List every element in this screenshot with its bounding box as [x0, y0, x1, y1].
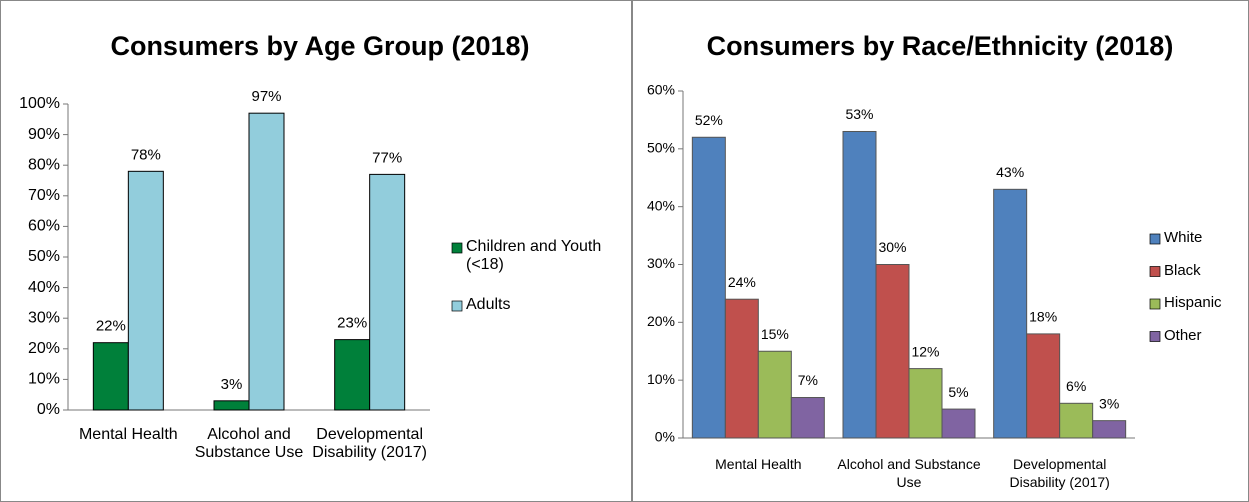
- legend-label: Black: [1164, 261, 1201, 279]
- bar: [248, 112, 285, 411]
- y-tick-label: 30%: [647, 255, 675, 271]
- y-tick-label: 40%: [28, 279, 60, 296]
- x-tick-label: Mental Health: [715, 456, 802, 472]
- data-label: 22%: [96, 318, 126, 335]
- legend-swatch: [1149, 266, 1161, 277]
- data-label: 77%: [372, 149, 402, 166]
- y-tick-label: 0%: [37, 401, 60, 418]
- bar: [92, 342, 129, 411]
- x-tick-label: Developmental Disability (2017): [312, 426, 428, 461]
- bar: [842, 130, 877, 439]
- data-label: 23%: [337, 315, 367, 332]
- x-tick-label: Alcohol and Substance Use: [194, 426, 304, 461]
- y-tick-label: 40%: [647, 197, 675, 213]
- bar: [993, 188, 1028, 439]
- data-label: 24%: [728, 274, 756, 290]
- bar: [213, 400, 250, 411]
- y-tick-label: 60%: [28, 218, 60, 235]
- data-label: 12%: [911, 343, 939, 359]
- bar: [1026, 333, 1061, 439]
- data-label: 5%: [948, 384, 968, 400]
- data-label: 18%: [1029, 309, 1057, 325]
- y-tick-label: 80%: [28, 156, 60, 173]
- legend-label: Adults: [466, 296, 511, 313]
- y-tick-label: 50%: [647, 140, 675, 156]
- bar: [941, 408, 976, 439]
- bar: [790, 397, 825, 439]
- data-label: 52%: [695, 112, 723, 128]
- data-label: 15%: [761, 326, 789, 342]
- y-tick-label: 70%: [28, 187, 60, 204]
- data-label: 3%: [1099, 395, 1119, 411]
- legend-label: Hispanic: [1164, 294, 1222, 311]
- chart-title: Consumers by Race/Ethnicity (2018): [707, 31, 1174, 61]
- y-tick-label: 20%: [28, 340, 60, 357]
- legend-swatch: [451, 242, 463, 254]
- y-tick-label: 50%: [28, 248, 60, 265]
- legend-label: Other: [1164, 326, 1202, 344]
- data-label: 78%: [131, 146, 161, 163]
- bar: [1059, 402, 1094, 439]
- x-tick-label: Developmental Disability (2017): [1009, 456, 1110, 490]
- legend-label: Children and Youth (<18): [466, 238, 602, 273]
- legend-swatch: [1149, 233, 1161, 245]
- y-tick-label: 10%: [647, 371, 675, 387]
- data-label: 7%: [798, 372, 818, 388]
- data-label: 6%: [1066, 378, 1086, 394]
- legend-swatch: [1149, 298, 1161, 310]
- bar: [691, 136, 726, 439]
- x-tick-label: Alcohol and Substance Use: [837, 456, 981, 490]
- y-tick-label: 60%: [647, 82, 675, 98]
- bar: [1092, 420, 1127, 439]
- y-tick-label: 30%: [28, 309, 60, 326]
- data-label: 97%: [251, 88, 281, 105]
- bar: [724, 298, 759, 439]
- y-tick-label: 100%: [19, 95, 60, 112]
- legend-swatch: [1149, 331, 1161, 342]
- data-label: 30%: [878, 239, 906, 255]
- y-tick-label: 20%: [647, 313, 675, 329]
- bar: [757, 350, 792, 439]
- legend-swatch: [451, 300, 463, 312]
- x-tick-label: Mental Health: [78, 426, 178, 443]
- bar: [334, 339, 371, 411]
- y-tick-label: 90%: [28, 126, 60, 143]
- bar: [875, 264, 910, 439]
- bar: [127, 170, 164, 411]
- bar: [908, 368, 943, 439]
- y-tick-label: 0%: [655, 429, 675, 445]
- data-label: 43%: [996, 164, 1024, 180]
- y-tick-label: 10%: [28, 371, 60, 388]
- legend-label: White: [1164, 229, 1203, 246]
- bar: [369, 173, 406, 411]
- data-label: 53%: [845, 106, 873, 122]
- chart-title: Consumers by Age Group (2018): [110, 31, 529, 61]
- data-label: 3%: [221, 376, 243, 393]
